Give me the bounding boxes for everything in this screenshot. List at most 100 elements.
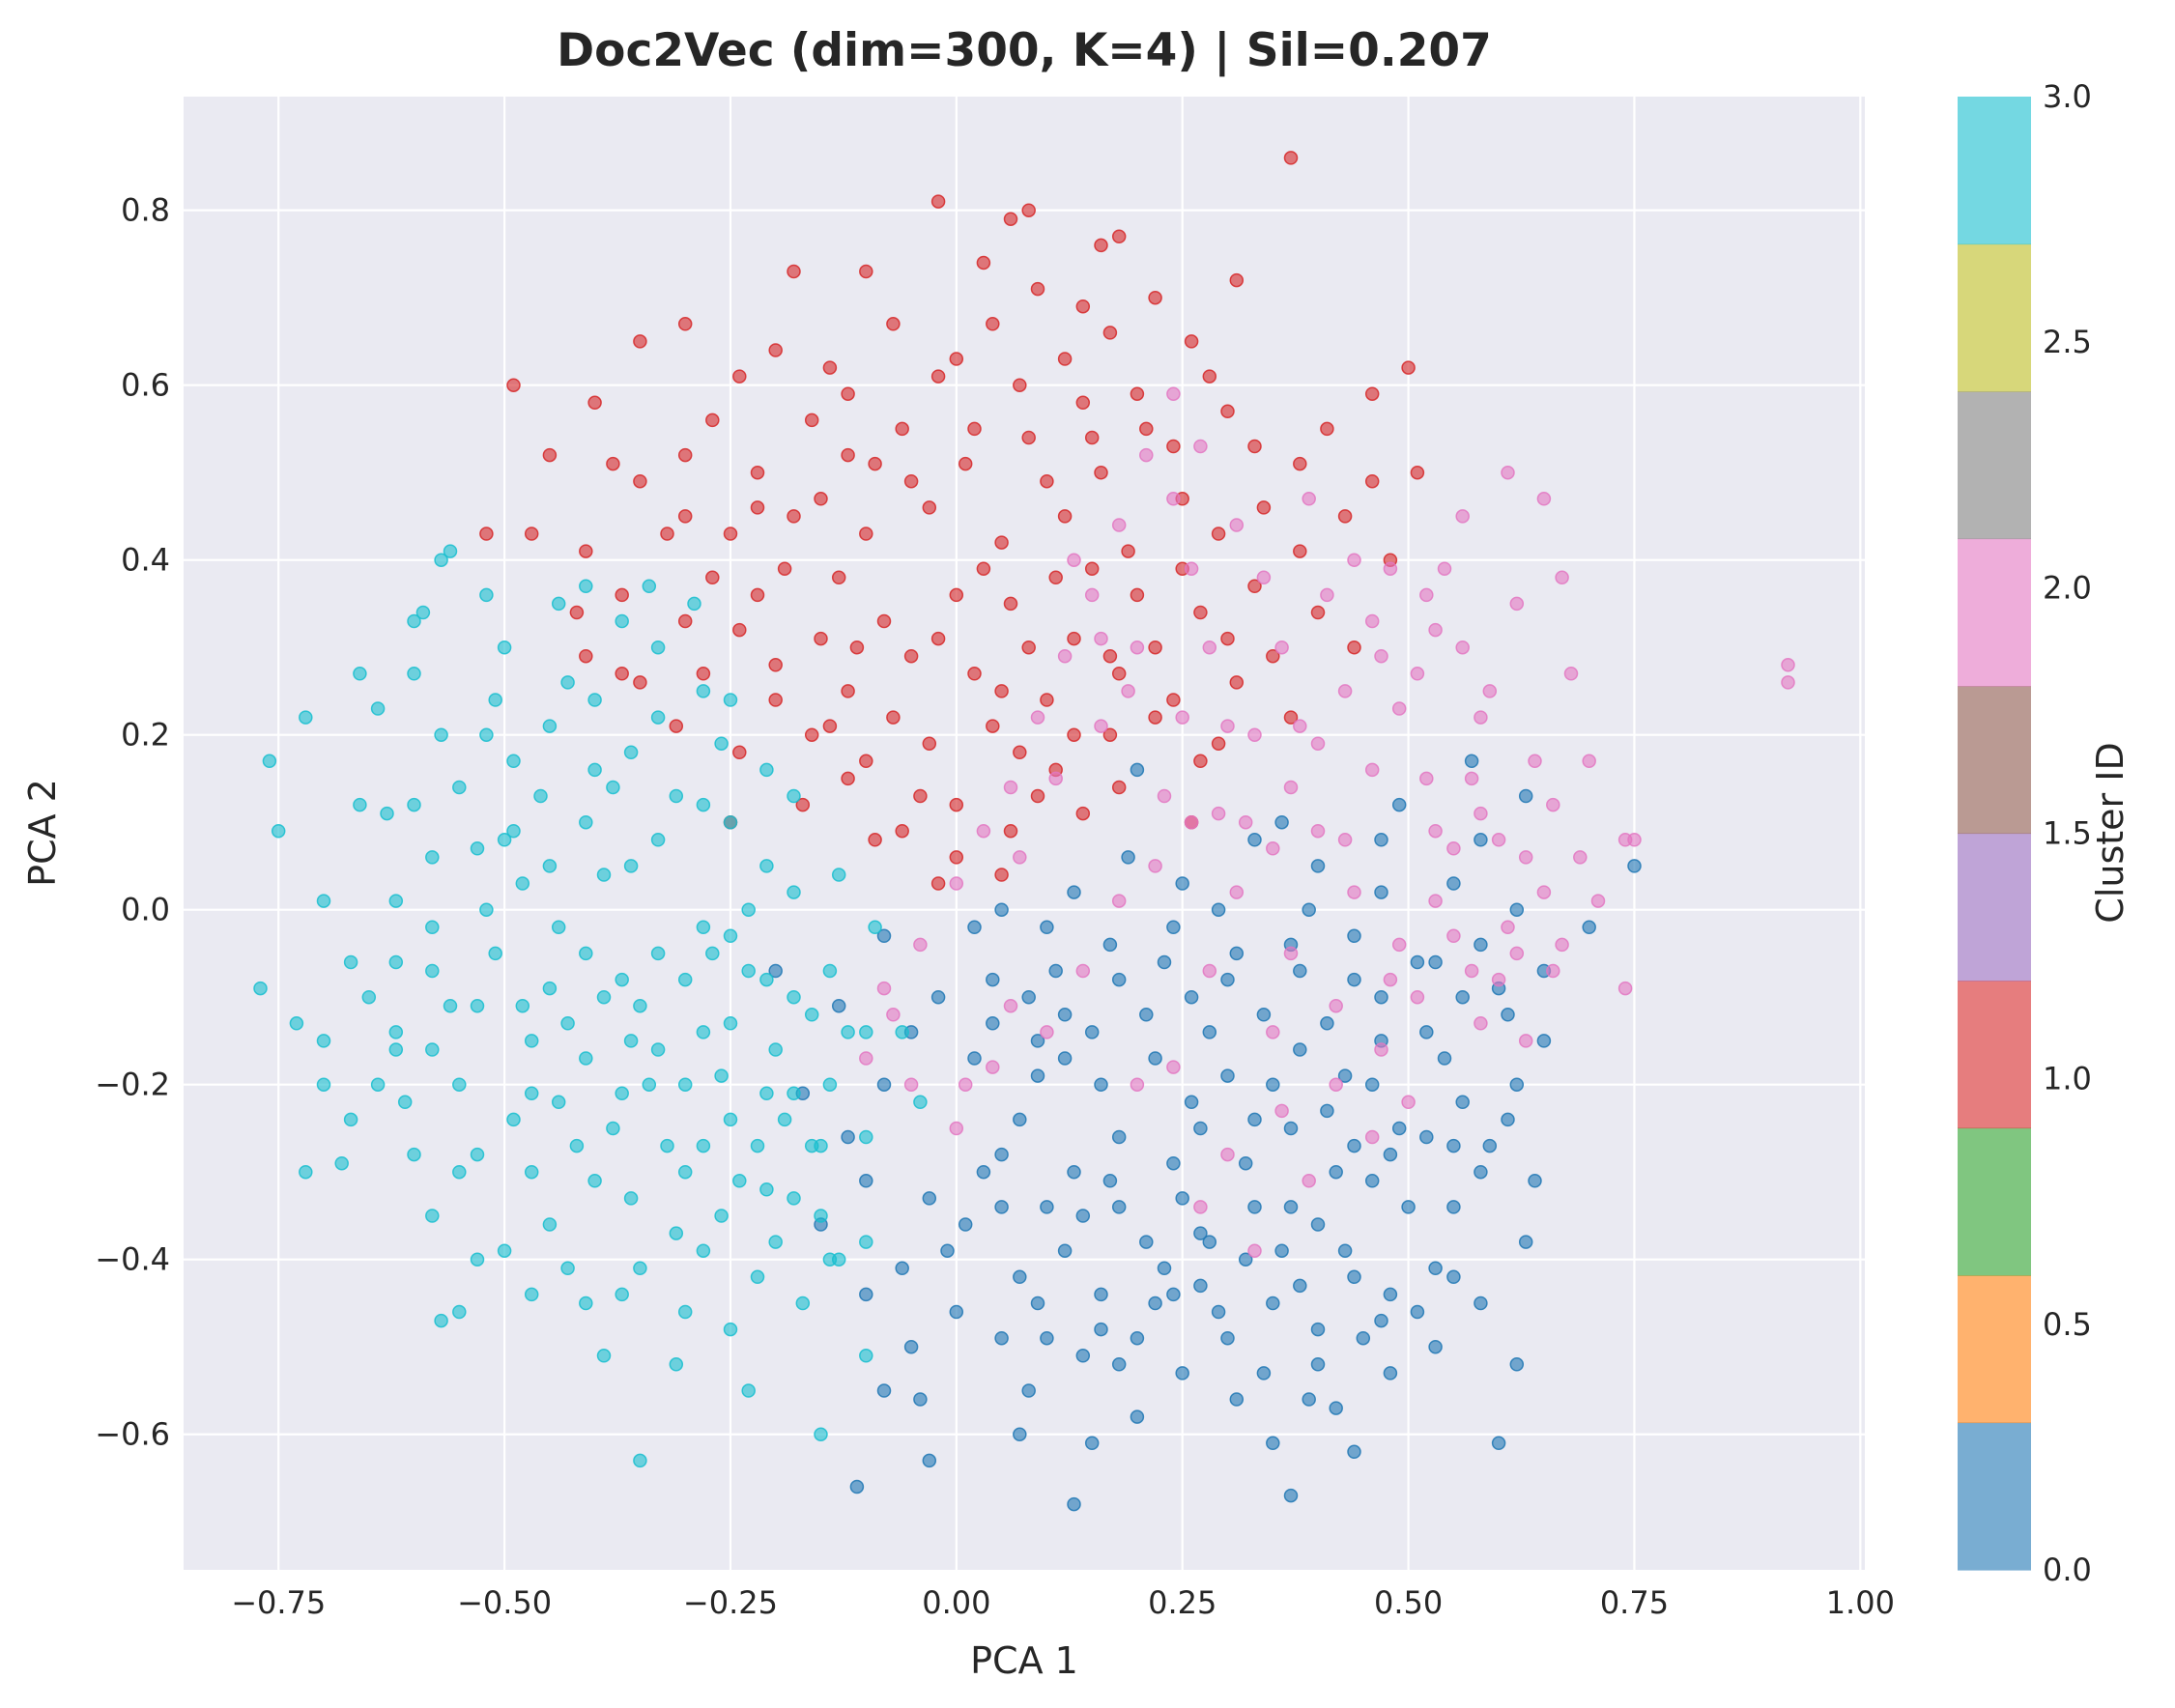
data-point-cluster-0 (903, 1339, 919, 1354)
data-point-cluster-3 (316, 1034, 331, 1048)
data-point-cluster-2 (1048, 771, 1063, 786)
data-point-cluster-3 (804, 1008, 819, 1022)
data-point-cluster-3 (723, 1322, 738, 1337)
data-point-cluster-0 (1202, 1235, 1217, 1249)
data-point-cluster-0 (1293, 1278, 1307, 1294)
data-point-cluster-3 (913, 1095, 928, 1110)
data-point-cluster-0 (1021, 989, 1036, 1005)
data-point-cluster-3 (361, 989, 377, 1005)
data-point-cluster-2 (1491, 833, 1506, 847)
data-point-cluster-3 (677, 1077, 693, 1092)
data-point-cluster-1 (804, 413, 819, 428)
data-point-cluster-3 (687, 596, 701, 612)
data-point-cluster-1 (895, 823, 909, 839)
data-point-cluster-1 (787, 509, 801, 524)
data-point-cluster-0 (1474, 1295, 1488, 1311)
data-point-cluster-2 (1428, 823, 1443, 839)
data-point-cluster-1 (1211, 527, 1226, 541)
data-point-cluster-2 (1247, 1243, 1262, 1258)
data-point-cluster-0 (1013, 1112, 1027, 1127)
data-point-cluster-1 (1283, 151, 1299, 165)
data-point-cluster-0 (1401, 1200, 1416, 1214)
data-point-cluster-2 (1175, 710, 1189, 725)
data-point-cluster-2 (1374, 1042, 1388, 1057)
data-point-cluster-3 (542, 719, 558, 733)
data-point-cluster-1 (886, 710, 901, 725)
data-point-cluster-0 (1057, 1051, 1073, 1066)
data-point-cluster-0 (1102, 1174, 1118, 1188)
data-point-cluster-3 (560, 1016, 575, 1031)
data-point-cluster-2 (1455, 509, 1470, 524)
colorbar-segment (1958, 1422, 2031, 1571)
data-point-cluster-3 (723, 814, 738, 830)
data-point-cluster-3 (732, 1174, 747, 1188)
data-point-cluster-1 (633, 675, 647, 690)
data-point-cluster-0 (1130, 1330, 1145, 1346)
data-point-cluster-2 (1094, 631, 1108, 646)
data-point-cluster-3 (370, 701, 386, 716)
colorbar-tick-label: 0.5 (2043, 1306, 2092, 1343)
data-point-cluster-3 (723, 693, 738, 707)
data-point-cluster-1 (768, 693, 783, 707)
data-point-cluster-0 (1374, 885, 1388, 899)
data-point-cluster-1 (1013, 745, 1027, 760)
data-point-cluster-0 (1293, 963, 1307, 979)
data-point-cluster-1 (814, 492, 828, 506)
data-point-cluster-3 (696, 1025, 711, 1039)
data-point-cluster-3 (407, 667, 421, 681)
data-point-cluster-2 (1193, 439, 1208, 454)
data-point-cluster-0 (859, 1174, 873, 1188)
data-point-cluster-1 (1229, 272, 1245, 288)
data-point-cluster-2 (1238, 814, 1253, 830)
data-point-cluster-1 (859, 264, 873, 279)
data-point-cluster-1 (1048, 570, 1063, 585)
data-point-cluster-3 (587, 762, 602, 778)
data-point-cluster-2 (1003, 998, 1018, 1013)
data-point-cluster-2 (1329, 998, 1343, 1013)
data-point-cluster-2 (1391, 937, 1407, 953)
data-point-cluster-0 (1391, 797, 1407, 812)
data-point-cluster-1 (677, 613, 693, 629)
data-point-cluster-0 (1220, 1330, 1235, 1346)
data-point-cluster-1 (1102, 727, 1118, 742)
data-point-cluster-3 (606, 780, 620, 795)
data-point-cluster-3 (497, 640, 512, 655)
data-point-cluster-3 (479, 727, 494, 742)
data-point-cluster-3 (524, 1164, 539, 1180)
data-point-cluster-0 (994, 1200, 1009, 1214)
colorbar-label: Cluster ID (2089, 742, 2132, 923)
data-point-cluster-3 (425, 920, 440, 935)
data-point-cluster-2 (1555, 570, 1569, 585)
data-point-cluster-0 (1067, 1496, 1081, 1512)
data-point-cluster-3 (623, 1191, 639, 1206)
data-point-cluster-0 (1455, 1095, 1470, 1110)
data-point-cluster-0 (1446, 876, 1461, 891)
data-point-cluster-2 (1437, 561, 1452, 576)
data-point-cluster-0 (1428, 1339, 1443, 1354)
data-point-cluster-2 (1509, 596, 1525, 612)
data-point-cluster-0 (1111, 1129, 1127, 1145)
data-point-cluster-1 (705, 413, 720, 428)
data-point-cluster-0 (1337, 1243, 1353, 1258)
data-point-cluster-3 (623, 1034, 639, 1048)
data-point-cluster-3 (822, 1077, 838, 1092)
data-point-cluster-3 (750, 1138, 765, 1153)
data-point-cluster-2 (1347, 885, 1361, 899)
data-point-cluster-1 (804, 727, 819, 742)
data-point-cluster-1 (506, 378, 521, 392)
data-point-cluster-1 (922, 500, 937, 515)
data-point-cluster-0 (1266, 1436, 1280, 1451)
y-axis-ticks: −0.6 −0.4 −0.2 0.0 0.2 0.4 0.6 0.8 (95, 192, 170, 1453)
data-point-cluster-0 (859, 1287, 873, 1302)
data-point-cluster-2 (949, 876, 964, 891)
data-point-cluster-1 (795, 797, 811, 812)
data-point-cluster-2 (1482, 684, 1498, 698)
data-point-cluster-2 (1202, 640, 1217, 655)
data-point-cluster-3 (606, 1121, 620, 1136)
data-point-cluster-2 (1464, 771, 1479, 786)
data-point-cluster-3 (397, 1095, 413, 1110)
data-point-cluster-0 (1238, 1155, 1253, 1171)
data-point-cluster-2 (1130, 1077, 1145, 1092)
data-point-cluster-0 (1627, 859, 1642, 873)
data-point-cluster-2 (1274, 1103, 1289, 1119)
